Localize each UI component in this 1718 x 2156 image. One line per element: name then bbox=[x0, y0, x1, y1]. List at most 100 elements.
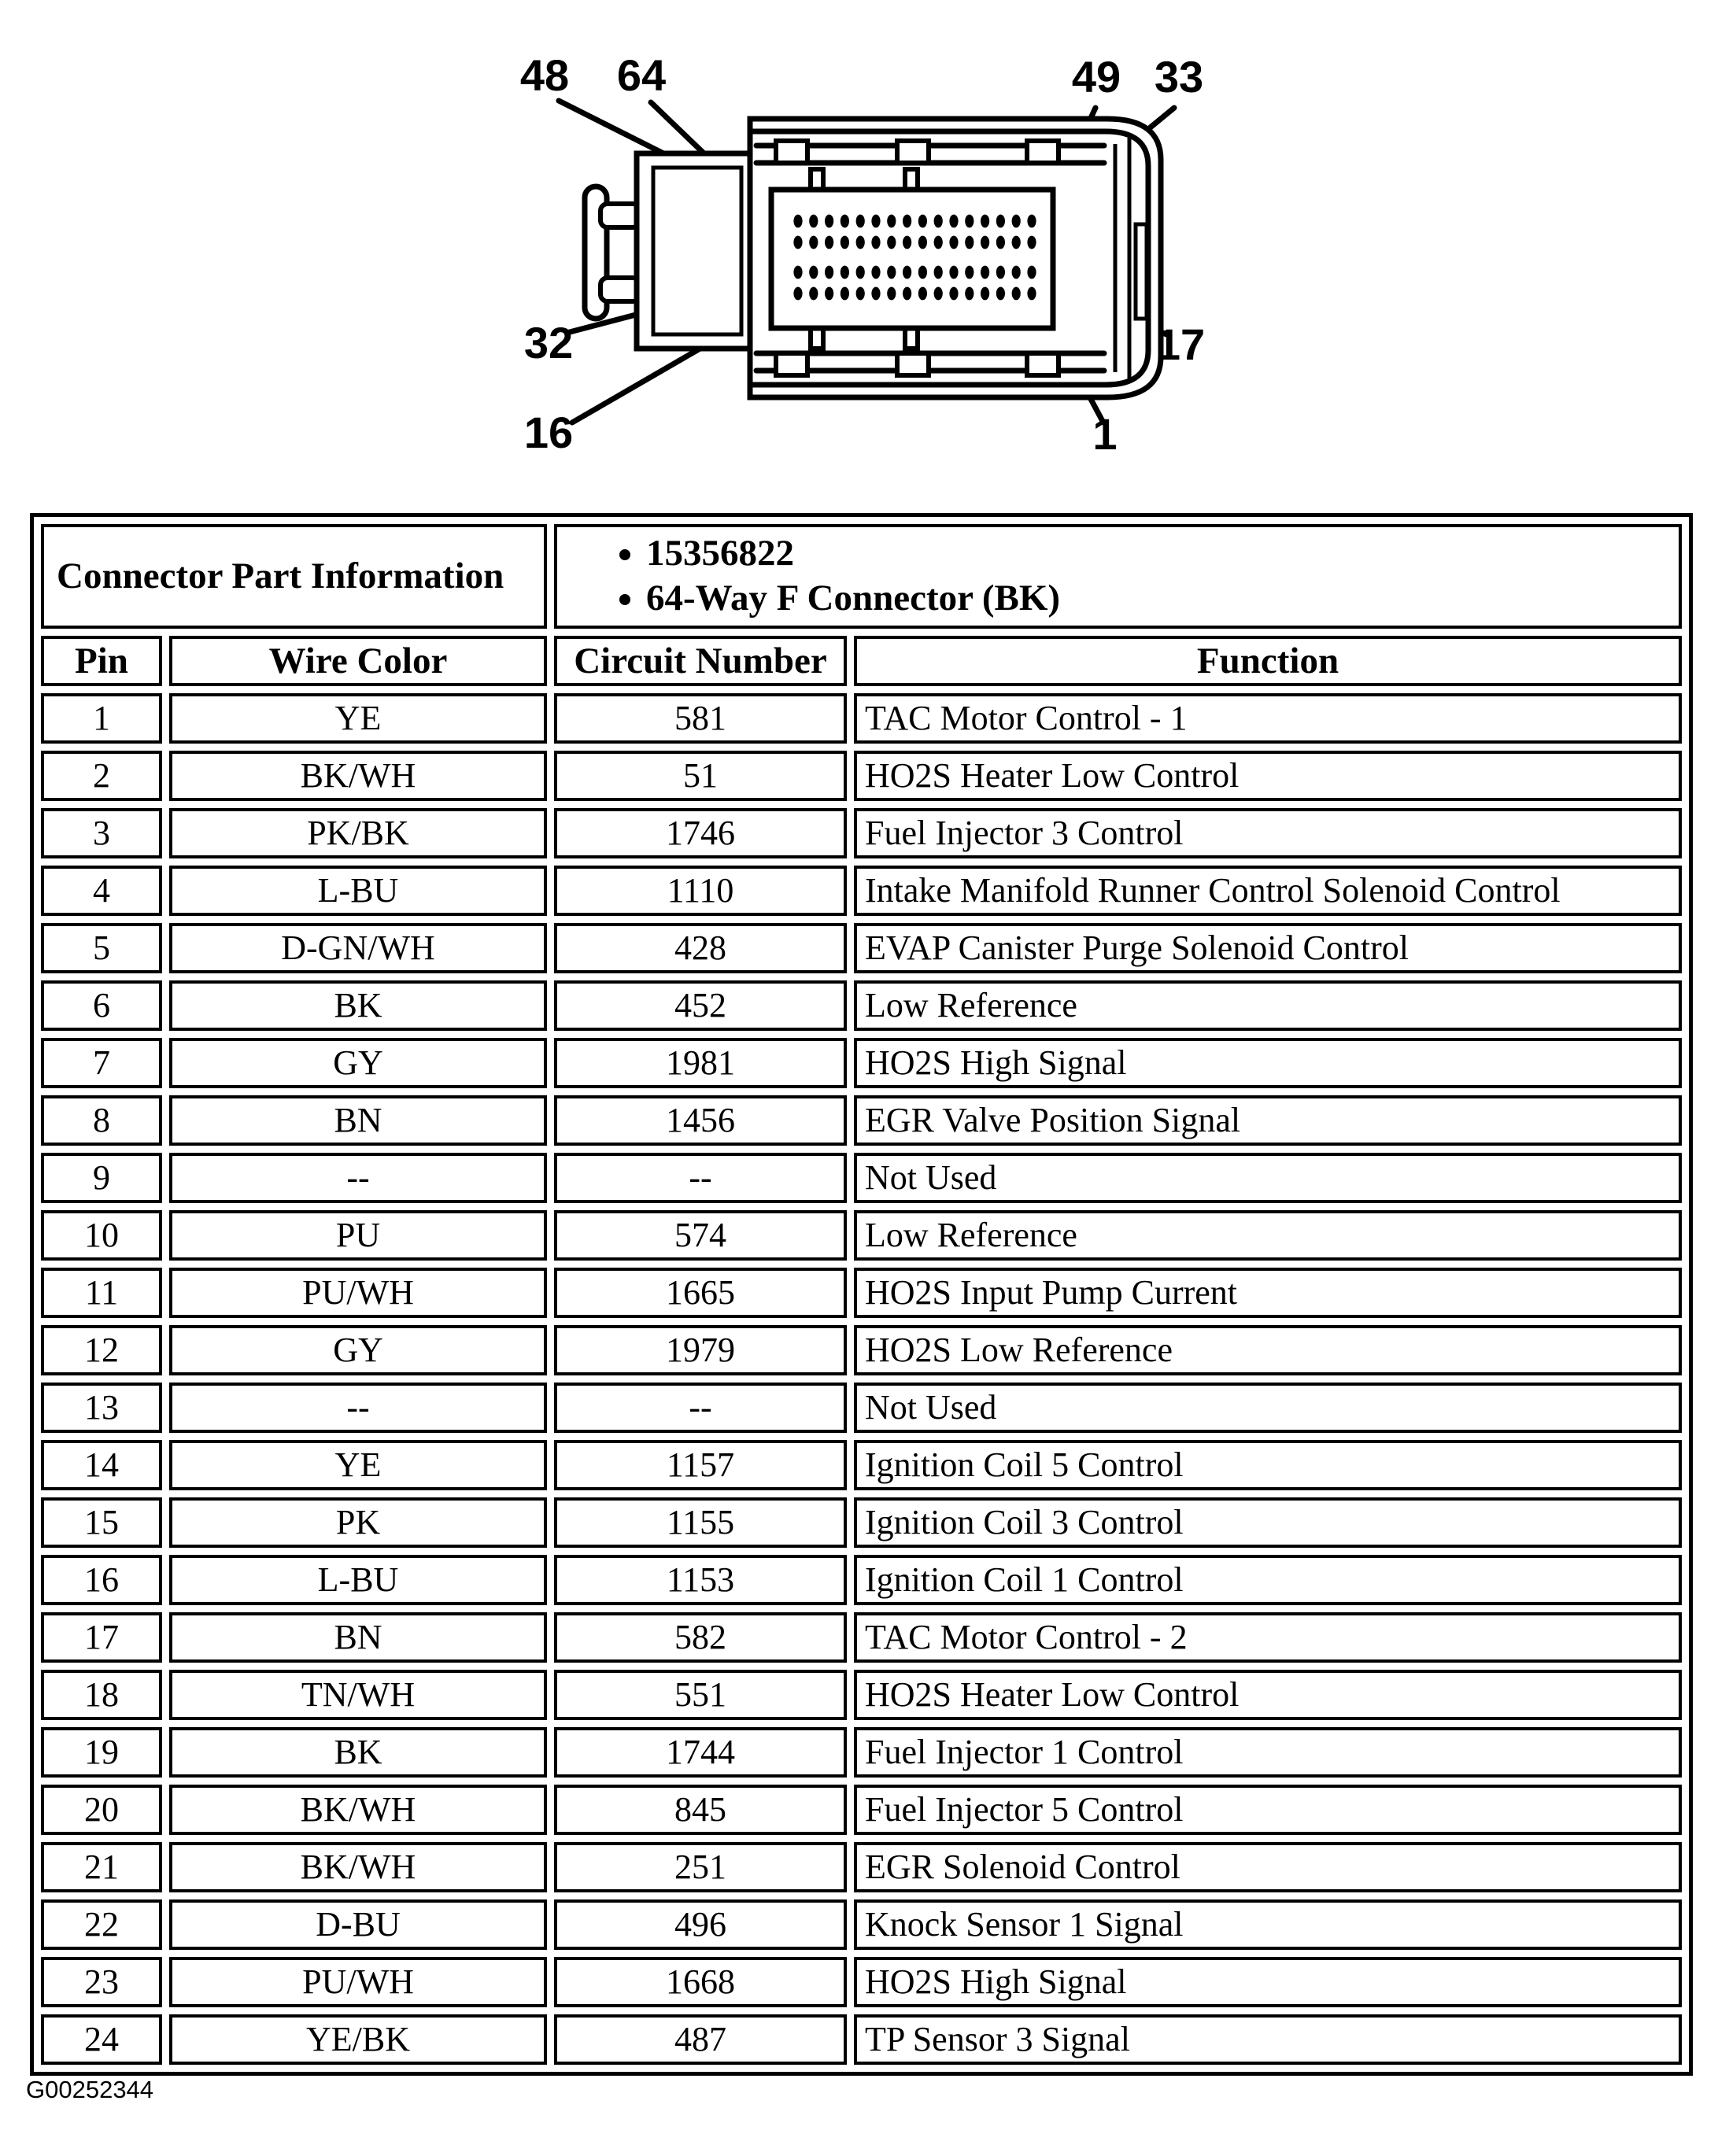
circuit-number-cell: 251 bbox=[554, 1841, 847, 1892]
connector-pin bbox=[965, 286, 974, 301]
bottom-tab-3 bbox=[1025, 351, 1061, 378]
pin-cell: 19 bbox=[41, 1726, 162, 1778]
wire-color-cell: PK bbox=[169, 1497, 547, 1548]
pin-32-label: 32 bbox=[524, 318, 573, 367]
circuit-number-cell: 582 bbox=[554, 1611, 847, 1663]
pin-cell: 24 bbox=[41, 2014, 162, 2065]
function-cell: TP Sensor 3 Signal bbox=[854, 2014, 1682, 2065]
circuit-number-cell: 496 bbox=[554, 1899, 847, 1950]
part-number-item: 15356822 bbox=[646, 531, 1678, 576]
connector-pin bbox=[825, 214, 834, 228]
circuit-number-cell: 1155 bbox=[554, 1497, 847, 1548]
connector-pin bbox=[933, 265, 943, 279]
connector-pin bbox=[918, 235, 927, 249]
table-row: 12 GY 1979 HO2S Low Reference bbox=[41, 1324, 1682, 1375]
pin-cell: 21 bbox=[41, 1841, 162, 1892]
connector-pin bbox=[871, 286, 881, 301]
table-row: 8 BN 1456 EGR Valve Position Signal bbox=[41, 1095, 1682, 1146]
wire-color-cell: -- bbox=[169, 1382, 547, 1433]
connector-pin bbox=[918, 286, 927, 301]
bracket-plate-inner bbox=[651, 165, 744, 337]
table-row: 19 BK 1744 Fuel Injector 1 Control bbox=[41, 1726, 1682, 1778]
pin-cell: 10 bbox=[41, 1209, 162, 1261]
pin-cell: 8 bbox=[41, 1095, 162, 1146]
connector-pin bbox=[933, 286, 943, 301]
circuit-number-cell: 51 bbox=[554, 750, 847, 801]
connector-pin bbox=[840, 286, 849, 301]
connector-pin bbox=[949, 235, 959, 249]
pin-cell: 9 bbox=[41, 1152, 162, 1203]
connector-diagram-svg: 48 64 49 33 32 16 17 1 bbox=[520, 50, 1205, 459]
table-row: 14 YE 1157 Ignition Coil 5 Control bbox=[41, 1439, 1682, 1490]
wire-color-cell: D-GN/WH bbox=[169, 922, 547, 973]
function-cell: TAC Motor Control - 2 bbox=[854, 1611, 1682, 1663]
wire-color-cell: PU/WH bbox=[169, 1956, 547, 2007]
circuit-number-cell: 1153 bbox=[554, 1554, 847, 1605]
pin-labels: 48 64 49 33 32 16 17 1 bbox=[520, 50, 1205, 459]
table-row: 2 BK/WH 51 HO2S Heater Low Control bbox=[41, 750, 1682, 801]
circuit-number-cell: 581 bbox=[554, 692, 847, 744]
function-cell: Fuel Injector 5 Control bbox=[854, 1784, 1682, 1835]
pin-cell: 2 bbox=[41, 750, 162, 801]
top-small-tab-1 bbox=[808, 167, 826, 192]
wire-color-cell: PU bbox=[169, 1209, 547, 1261]
circuit-number-cell: 1110 bbox=[554, 865, 847, 916]
function-cell: Knock Sensor 1 Signal bbox=[854, 1899, 1682, 1950]
connector-pin bbox=[809, 214, 818, 228]
pin-cell: 22 bbox=[41, 1899, 162, 1950]
pin-cell: 20 bbox=[41, 1784, 162, 1835]
connector-pin bbox=[918, 214, 927, 228]
connector-pin bbox=[933, 235, 943, 249]
connector-pin bbox=[871, 214, 881, 228]
pinout-table: Connector Part Information 15356822 64-W… bbox=[34, 517, 1689, 2072]
connector-pin bbox=[809, 265, 818, 279]
pin-49-label: 49 bbox=[1072, 52, 1121, 102]
circuit-number-cell: -- bbox=[554, 1152, 847, 1203]
bottom-small-tab-1 bbox=[808, 326, 826, 351]
wire-color-cell: BK/WH bbox=[169, 750, 547, 801]
pin-cell: 5 bbox=[41, 922, 162, 973]
connector-pin bbox=[793, 286, 803, 301]
connector-pin bbox=[825, 286, 834, 301]
pin-cell: 16 bbox=[41, 1554, 162, 1605]
pin-64-label: 64 bbox=[617, 50, 666, 100]
table-row: 17 BN 582 TAC Motor Control - 2 bbox=[41, 1611, 1682, 1663]
function-cell: Low Reference bbox=[854, 980, 1682, 1031]
circuit-number-cell: 1744 bbox=[554, 1726, 847, 1778]
top-tab-2 bbox=[895, 138, 931, 165]
pinout-table-body: 1 YE 581 TAC Motor Control - 1 2 BK/WH 51 HO2S … bbox=[41, 692, 1682, 2065]
circuit-number-cell: 574 bbox=[554, 1209, 847, 1261]
wire-color-cell: BN bbox=[169, 1095, 547, 1146]
table-row: 7 GY 1981 HO2S High Signal bbox=[41, 1037, 1682, 1088]
connector-pin bbox=[825, 265, 834, 279]
connector-pin bbox=[855, 214, 865, 228]
connector-pin bbox=[933, 214, 943, 228]
connector-pin bbox=[965, 265, 974, 279]
part-info-row: Connector Part Information 15356822 64-W… bbox=[41, 524, 1682, 629]
wire-color-cell: TN/WH bbox=[169, 1669, 547, 1720]
column-header-row: Pin Wire Color Circuit Number Function bbox=[41, 635, 1682, 686]
part-info-list: 15356822 64-Way F Connector (BK) bbox=[558, 531, 1678, 622]
top-tab-1 bbox=[774, 138, 810, 165]
circuit-number-cell: 1981 bbox=[554, 1037, 847, 1088]
connector-pin bbox=[855, 235, 865, 249]
connector-pin bbox=[949, 286, 959, 301]
function-cell: HO2S High Signal bbox=[854, 1956, 1682, 2007]
circuit-number-cell: 452 bbox=[554, 980, 847, 1031]
table-row: 20 BK/WH 845 Fuel Injector 5 Control bbox=[41, 1784, 1682, 1835]
wire-color-cell: BK bbox=[169, 1726, 547, 1778]
pin-field bbox=[793, 214, 1036, 301]
connector-pin bbox=[1027, 286, 1036, 301]
connector-pin bbox=[981, 286, 990, 301]
connector-pin bbox=[809, 286, 818, 301]
connector-pin bbox=[1011, 214, 1021, 228]
wire-color-cell: YE/BK bbox=[169, 2014, 547, 2065]
pin-17-label: 17 bbox=[1156, 319, 1205, 369]
table-row: 23 PU/WH 1668 HO2S High Signal bbox=[41, 1956, 1682, 2007]
col-header-pin: Pin bbox=[41, 635, 162, 686]
circuit-number-cell: 845 bbox=[554, 1784, 847, 1835]
pin-16-label: 16 bbox=[524, 408, 573, 457]
function-cell: HO2S Heater Low Control bbox=[854, 750, 1682, 801]
connector-pin bbox=[918, 265, 927, 279]
